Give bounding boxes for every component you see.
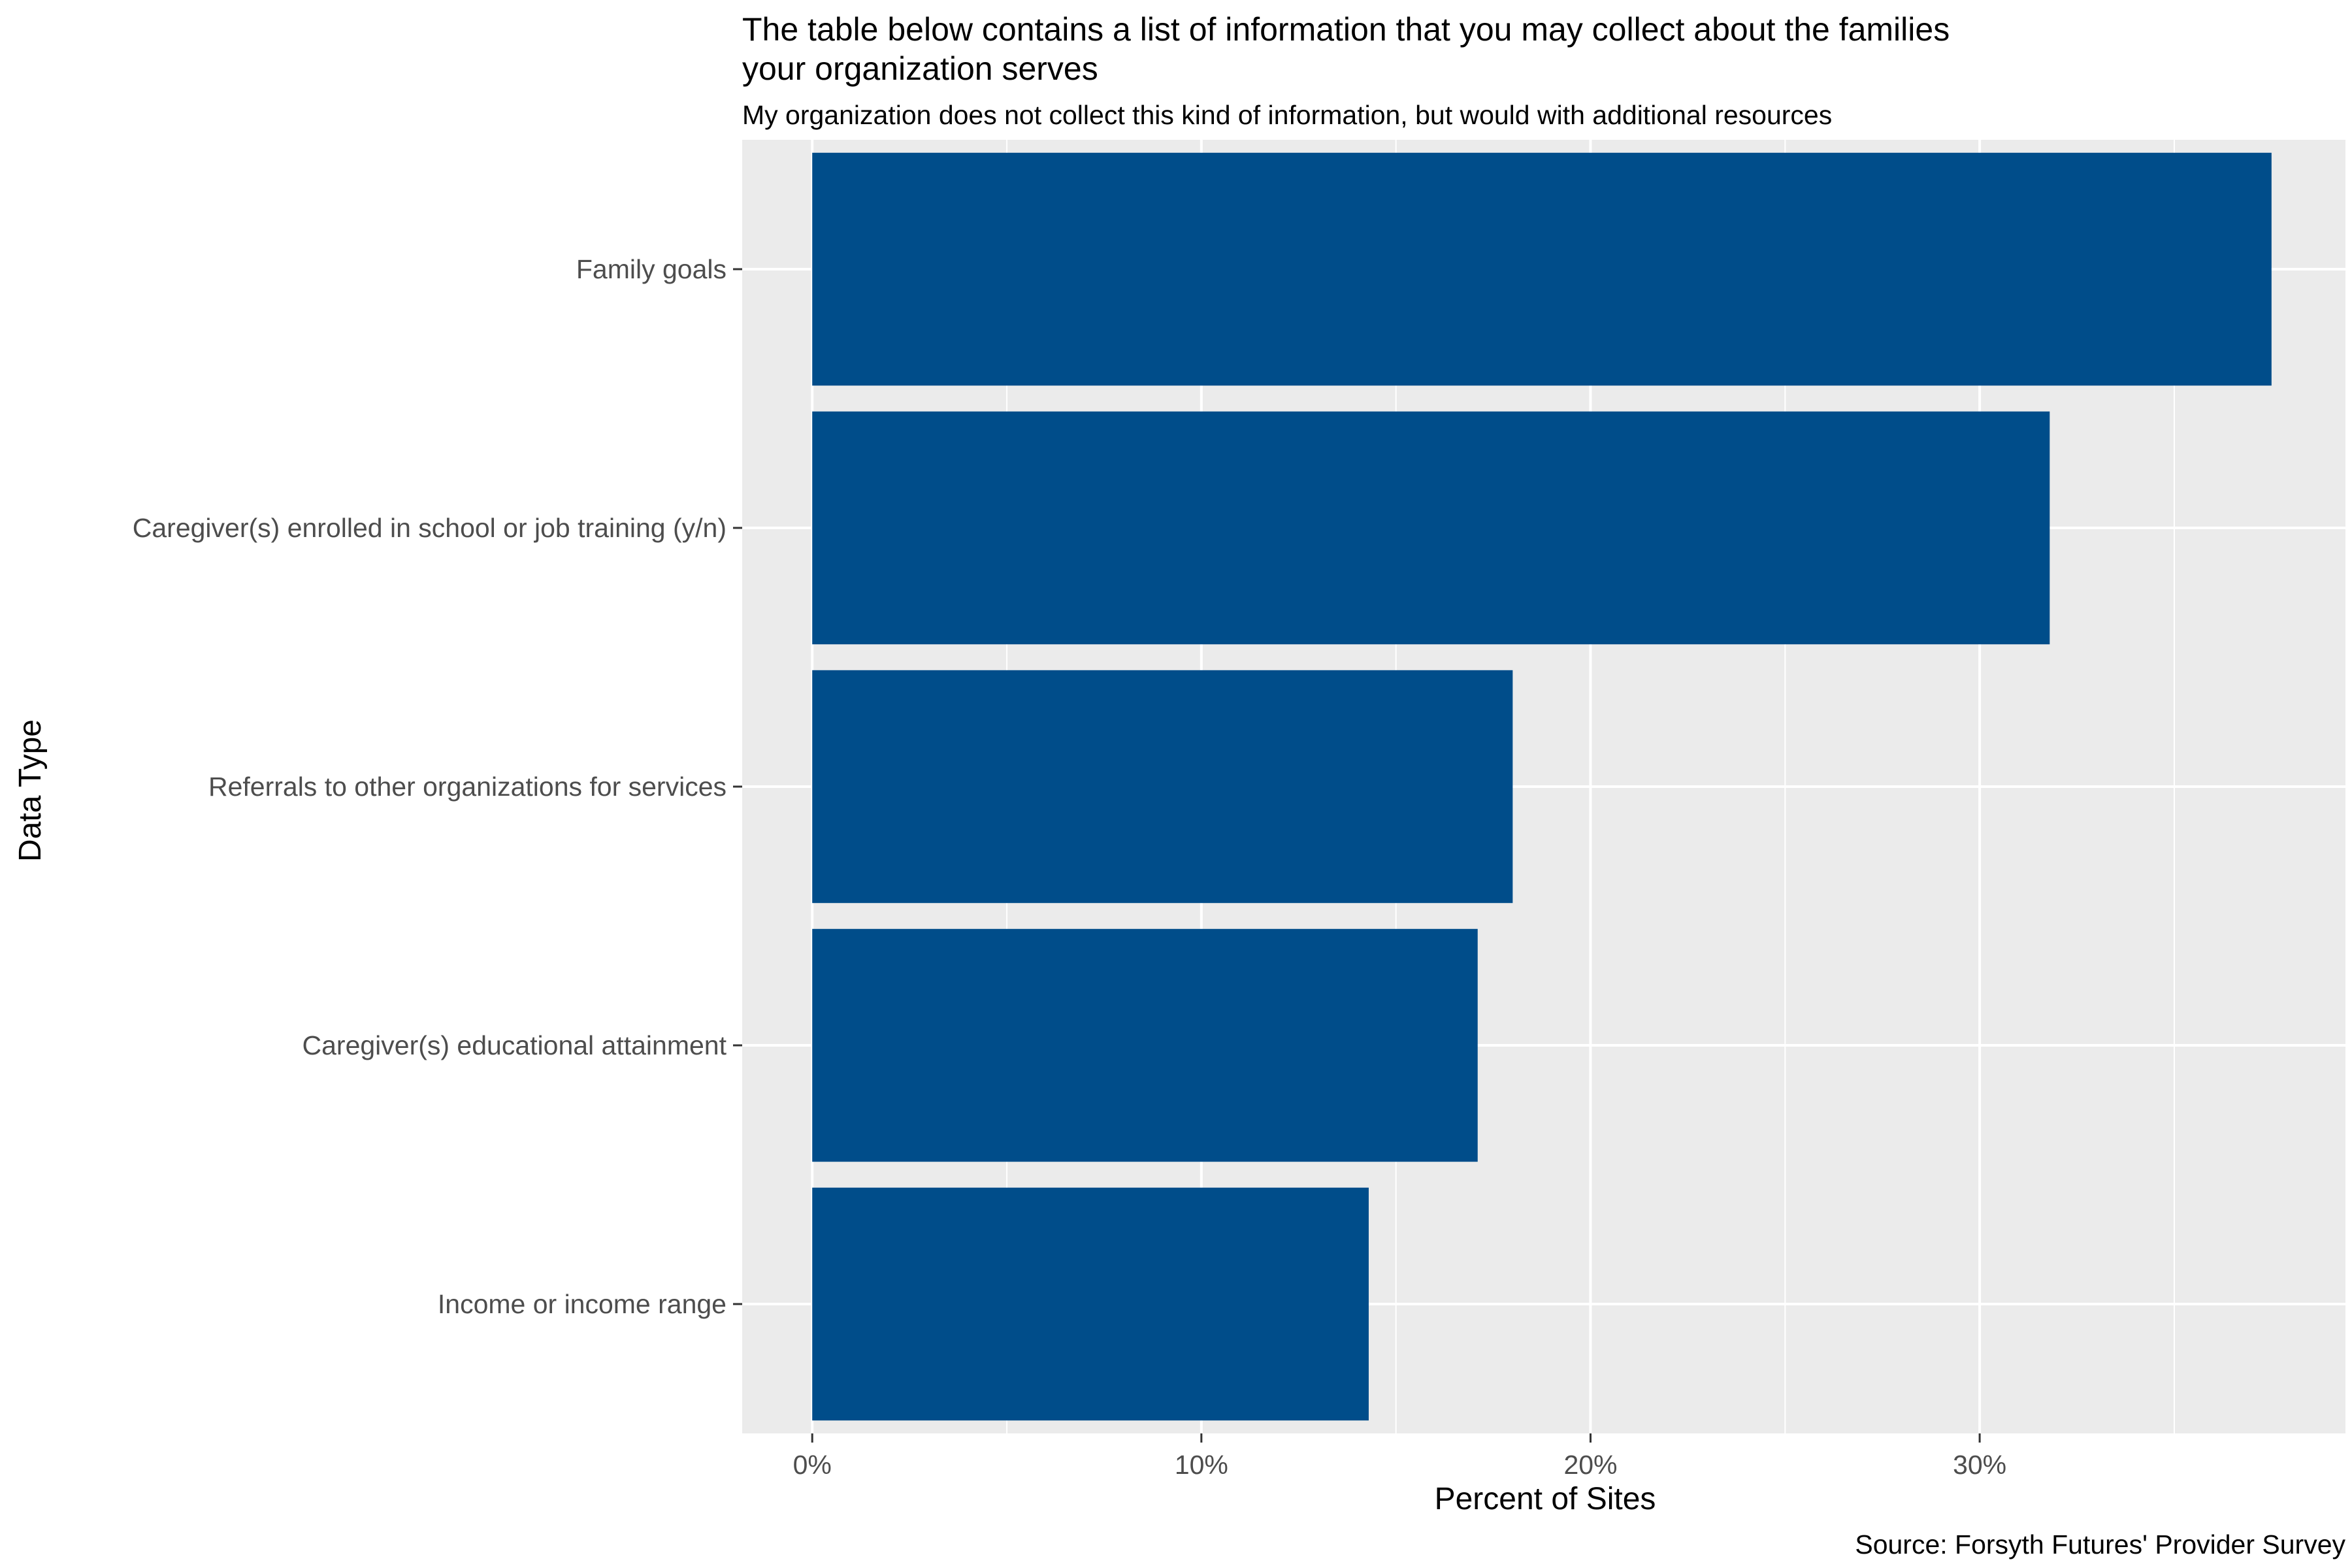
y-axis: Family goals Caregiver(s) enrolled in sch… (133, 254, 742, 1319)
bars (812, 152, 2272, 1421)
x-tick-label: 0% (793, 1450, 832, 1480)
bar (812, 1187, 1369, 1421)
x-tick-label: 10% (1175, 1450, 1228, 1480)
y-tick-label: Caregiver(s) enrolled in school or job t… (133, 513, 727, 543)
x-axis-title: Percent of Sites (1435, 1482, 1656, 1516)
source-caption: Source: Forsyth Futures' Provider Survey (1855, 1529, 2345, 1560)
y-tick-label: Income or income range (438, 1289, 727, 1319)
bar (812, 152, 2272, 386)
y-axis-title: Data Type (13, 719, 48, 862)
chart-subtitle: My organization does not collect this ki… (742, 100, 1832, 130)
chart-title-line-2: your organization serves (742, 50, 1098, 87)
bar (812, 928, 1478, 1162)
bar (812, 670, 1513, 904)
x-axis: 0% 10% 20% 30% (793, 1433, 2006, 1480)
x-tick-label: 20% (1563, 1450, 1617, 1480)
chart-title-line-1: The table below contains a list of infor… (742, 11, 1950, 48)
y-tick-label: Caregiver(s) educational attainment (302, 1030, 727, 1060)
x-tick-label: 30% (1953, 1450, 2006, 1480)
y-tick-label: Referrals to other organizations for ser… (208, 772, 727, 802)
bar (812, 411, 2050, 645)
y-tick-label: Family goals (576, 254, 727, 284)
